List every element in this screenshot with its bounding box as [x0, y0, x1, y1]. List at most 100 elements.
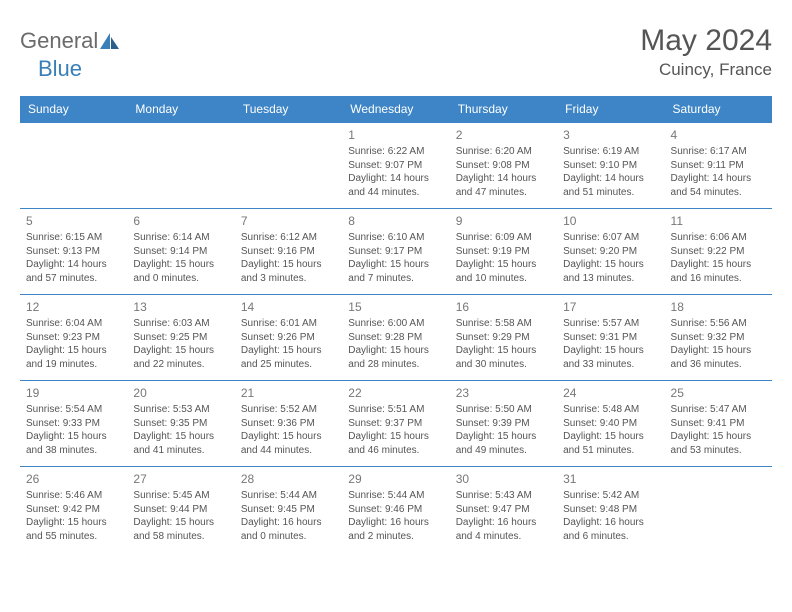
sunset-text: Sunset: 9:13 PM: [26, 245, 121, 259]
day-header: Thursday: [450, 96, 557, 123]
sunset-text: Sunset: 9:46 PM: [348, 503, 443, 517]
sunrise-text: Sunrise: 6:07 AM: [563, 231, 658, 245]
sunset-text: Sunset: 9:41 PM: [671, 417, 766, 431]
day-number: 19: [26, 385, 121, 401]
sunset-text: Sunset: 9:14 PM: [133, 245, 228, 259]
calendar-body: 1Sunrise: 6:22 AMSunset: 9:07 PMDaylight…: [20, 123, 772, 553]
sunset-text: Sunset: 9:44 PM: [133, 503, 228, 517]
calendar-cell-empty: [20, 123, 127, 209]
calendar-week-row: 5Sunrise: 6:15 AMSunset: 9:13 PMDaylight…: [20, 209, 772, 295]
calendar-cell: 1Sunrise: 6:22 AMSunset: 9:07 PMDaylight…: [342, 123, 449, 209]
calendar-cell: 18Sunrise: 5:56 AMSunset: 9:32 PMDayligh…: [665, 295, 772, 381]
logo-sail-icon: [100, 33, 120, 49]
daylight-text: Daylight: 16 hours and 0 minutes.: [241, 516, 336, 543]
sunrise-text: Sunrise: 6:14 AM: [133, 231, 228, 245]
daylight-text: Daylight: 14 hours and 57 minutes.: [26, 258, 121, 285]
sunrise-text: Sunrise: 5:58 AM: [456, 317, 551, 331]
day-header: Monday: [127, 96, 234, 123]
calendar-cell: 3Sunrise: 6:19 AMSunset: 9:10 PMDaylight…: [557, 123, 664, 209]
day-number: 25: [671, 385, 766, 401]
calendar-cell: 20 Sunrise: 5:53 AMSunset: 9:35 PMDayligh…: [127, 381, 234, 467]
calendar-cell: 25 Sunrise: 5:47 AMSunset: 9:41 PMDayligh…: [665, 381, 772, 467]
sunrise-text: Sunrise: 5:56 AM: [671, 317, 766, 331]
calendar-cell: 16Sunrise: 5:58 AMSunset: 9:29 PMDayligh…: [450, 295, 557, 381]
daylight-text: Daylight: 15 hours and 16 minutes.: [671, 258, 766, 285]
sunset-text: Sunset: 9:29 PM: [456, 331, 551, 345]
sunset-text: Sunset: 9:33 PM: [26, 417, 121, 431]
logo-text-general: General: [20, 28, 98, 54]
sunrise-text: Sunrise: 5:48 AM: [563, 403, 658, 417]
calendar-cell: 17Sunrise: 5:57 AMSunset: 9:31 PMDayligh…: [557, 295, 664, 381]
sunrise-text: Sunrise: 6:03 AM: [133, 317, 228, 331]
sunset-text: Sunset: 9:25 PM: [133, 331, 228, 345]
daylight-text: Daylight: 15 hours and 3 minutes.: [241, 258, 336, 285]
sunset-text: Sunset: 9:31 PM: [563, 331, 658, 345]
calendar-cell: 11Sunrise: 6:06 AMSunset: 9:22 PMDayligh…: [665, 209, 772, 295]
day-header: Saturday: [665, 96, 772, 123]
calendar-table: SundayMondayTuesdayWednesdayThursdayFrid…: [20, 96, 772, 553]
daylight-text: Daylight: 15 hours and 36 minutes.: [671, 344, 766, 371]
calendar-cell: 12Sunrise: 6:04 AMSunset: 9:23 PMDayligh…: [20, 295, 127, 381]
calendar-cell: 14Sunrise: 6:01 AMSunset: 9:26 PMDayligh…: [235, 295, 342, 381]
day-number: 13: [133, 299, 228, 315]
day-number: 10: [563, 213, 658, 229]
daylight-text: Daylight: 16 hours and 6 minutes.: [563, 516, 658, 543]
sunrise-text: Sunrise: 5:45 AM: [133, 489, 228, 503]
daylight-text: Daylight: 15 hours and 51 minutes.: [563, 430, 658, 457]
sunset-text: Sunset: 9:45 PM: [241, 503, 336, 517]
calendar-cell: 30Sunrise: 5:43 AMSunset: 9:47 PMDayligh…: [450, 467, 557, 553]
sunrise-text: Sunrise: 6:09 AM: [456, 231, 551, 245]
daylight-text: Daylight: 15 hours and 44 minutes.: [241, 430, 336, 457]
daylight-text: Daylight: 15 hours and 30 minutes.: [456, 344, 551, 371]
calendar-cell-empty: [235, 123, 342, 209]
calendar-cell-empty: [665, 467, 772, 553]
day-number: 8: [348, 213, 443, 229]
title-block: May 2024 Cuincy, France: [640, 24, 772, 80]
month-year: May 2024: [640, 24, 772, 58]
calendar-cell: 2Sunrise: 6:20 AMSunset: 9:08 PMDaylight…: [450, 123, 557, 209]
sunrise-text: Sunrise: 6:10 AM: [348, 231, 443, 245]
daylight-text: Daylight: 15 hours and 33 minutes.: [563, 344, 658, 371]
sunrise-text: Sunrise: 6:19 AM: [563, 145, 658, 159]
sunset-text: Sunset: 9:19 PM: [456, 245, 551, 259]
calendar-cell: 22Sunrise: 5:51 AMSunset: 9:37 PMDayligh…: [342, 381, 449, 467]
day-number: 6: [133, 213, 228, 229]
sunrise-text: Sunrise: 5:43 AM: [456, 489, 551, 503]
sunrise-text: Sunrise: 6:00 AM: [348, 317, 443, 331]
daylight-text: Daylight: 15 hours and 49 minutes.: [456, 430, 551, 457]
calendar-cell: 19Sunrise: 5:54 AMSunset: 9:33 PMDayligh…: [20, 381, 127, 467]
day-number: 20: [133, 385, 228, 401]
calendar-cell: 10Sunrise: 6:07 AMSunset: 9:20 PMDayligh…: [557, 209, 664, 295]
day-number: 28: [241, 471, 336, 487]
daylight-text: Daylight: 15 hours and 7 minutes.: [348, 258, 443, 285]
calendar-cell: 28Sunrise: 5:44 AMSunset: 9:45 PMDayligh…: [235, 467, 342, 553]
sunset-text: Sunset: 9:17 PM: [348, 245, 443, 259]
day-number: 5: [26, 213, 121, 229]
calendar-cell: 8 Sunrise: 6:10 AMSunset: 9:17 PMDaylight…: [342, 209, 449, 295]
calendar-cell: 9Sunrise: 6:09 AMSunset: 9:19 PMDaylight…: [450, 209, 557, 295]
calendar-cell: 27Sunrise: 5:45 AMSunset: 9:44 PMDayligh…: [127, 467, 234, 553]
logo-text-blue: Blue: [38, 56, 82, 81]
day-number: 24: [563, 385, 658, 401]
daylight-text: Daylight: 14 hours and 47 minutes.: [456, 172, 551, 199]
sunset-text: Sunset: 9:32 PM: [671, 331, 766, 345]
sunset-text: Sunset: 9:35 PM: [133, 417, 228, 431]
sunrise-text: Sunrise: 6:12 AM: [241, 231, 336, 245]
daylight-text: Daylight: 15 hours and 41 minutes.: [133, 430, 228, 457]
calendar-cell: 29Sunrise: 5:44 AMSunset: 9:46 PMDayligh…: [342, 467, 449, 553]
daylight-text: Daylight: 14 hours and 44 minutes.: [348, 172, 443, 199]
sunrise-text: Sunrise: 5:47 AM: [671, 403, 766, 417]
calendar-cell: 26Sunrise: 5:46 AMSunset: 9:42 PMDayligh…: [20, 467, 127, 553]
daylight-text: Daylight: 15 hours and 53 minutes.: [671, 430, 766, 457]
sunrise-text: Sunrise: 6:04 AM: [26, 317, 121, 331]
daylight-text: Daylight: 15 hours and 58 minutes.: [133, 516, 228, 543]
day-number: 21: [241, 385, 336, 401]
day-number: 15: [348, 299, 443, 315]
calendar-cell: 4Sunrise: 6:17 AMSunset: 9:11 PMDaylight…: [665, 123, 772, 209]
day-number: 30: [456, 471, 551, 487]
calendar-week-row: 1Sunrise: 6:22 AMSunset: 9:07 PMDaylight…: [20, 123, 772, 209]
sunset-text: Sunset: 9:36 PM: [241, 417, 336, 431]
day-number: 4: [671, 127, 766, 143]
sunrise-text: Sunrise: 5:53 AM: [133, 403, 228, 417]
daylight-text: Daylight: 15 hours and 19 minutes.: [26, 344, 121, 371]
